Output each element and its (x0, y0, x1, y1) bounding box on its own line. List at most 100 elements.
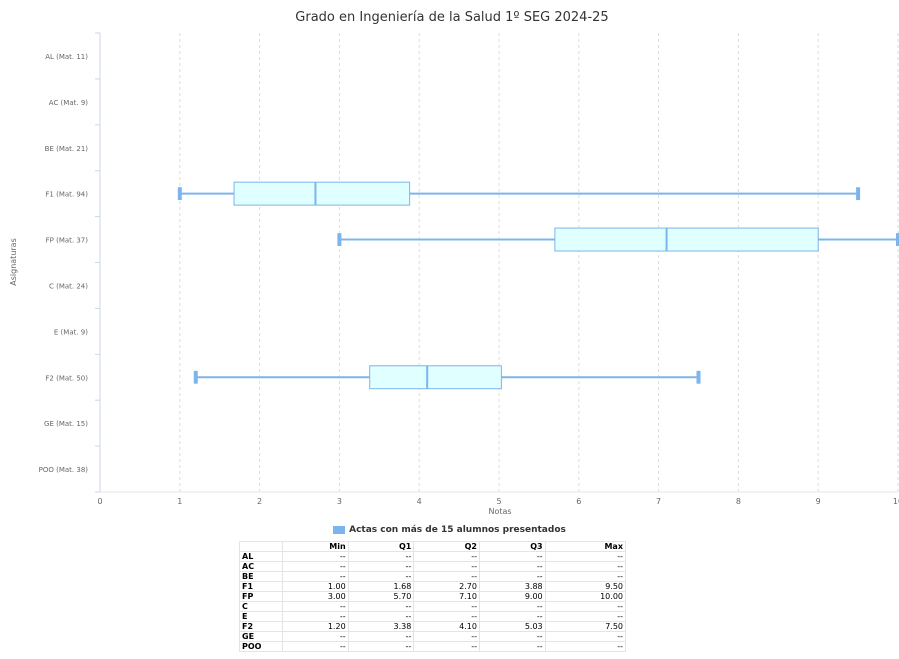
table-cell: -- (347, 551, 415, 562)
row-label: FP (239, 591, 283, 602)
table-cell: -- (544, 601, 627, 612)
table-row: E -- -- -- -- -- (239, 611, 627, 622)
table-cell: -- (347, 561, 415, 572)
table-cell: 10.00 (544, 591, 627, 602)
table-cell: 1.20 (282, 621, 349, 632)
box-iqr (233, 181, 411, 206)
row-label: E (239, 611, 283, 622)
boxplot-chart: Grado en Ingeniería de la Salud 1º SEG 2… (9, 10, 899, 516)
table-cell: -- (347, 611, 415, 622)
stats-header-q1: Q1 (347, 541, 415, 552)
stats-header-row: Min Q1 Q2 Q3 Max (239, 541, 627, 552)
stats-header-empty (239, 541, 283, 552)
y-category-label: BE (Mat. 21) (45, 145, 89, 153)
table-cell: 5.03 (478, 621, 546, 632)
stats-header-q3: Q3 (478, 541, 546, 552)
y-category-label: F2 (Mat. 50) (45, 374, 88, 382)
grid-lines (179, 33, 899, 492)
table-cell: -- (282, 551, 349, 562)
y-category-label: F1 (Mat. 94) (45, 191, 88, 199)
table-cell: -- (478, 601, 546, 612)
row-label: AL (239, 551, 283, 562)
table-cell: -- (544, 631, 627, 642)
y-category-label: C (Mat. 24) (49, 282, 88, 290)
table-cell: -- (413, 611, 480, 622)
y-category-label: AC (Mat. 9) (49, 99, 88, 107)
legend-label: Actas con más de 15 alumnos presentados (349, 525, 566, 535)
x-tick-label: 10 (893, 497, 899, 506)
x-tick-label: 1 (177, 497, 182, 506)
table-cell: 9.50 (544, 581, 627, 592)
table-cell: -- (413, 551, 480, 562)
table-cell: 4.10 (413, 621, 480, 632)
table-cell: 7.50 (544, 621, 627, 632)
boxplot-item[interactable] (177, 181, 861, 206)
y-axis-title: Asignaturas (9, 238, 18, 285)
table-cell: -- (413, 561, 480, 572)
x-tick-label: 2 (257, 497, 262, 506)
x-axis-title: Notas (488, 507, 511, 516)
table-cell: -- (347, 641, 415, 652)
stats-header-q2: Q2 (413, 541, 480, 552)
y-category-label: E (Mat. 9) (54, 328, 88, 336)
stats-table: Min Q1 Q2 Q3 Max AL -- -- -- -- -- AC -- -- -- -- -… (239, 541, 627, 652)
x-tick-label: 9 (816, 497, 821, 506)
table-cell: -- (413, 631, 480, 642)
table-cell: -- (544, 551, 627, 562)
table-row: C -- -- -- -- -- (239, 601, 627, 612)
table-cell: 3.00 (282, 591, 349, 602)
table-cell: -- (282, 571, 349, 582)
table-cell: 3.38 (347, 621, 415, 632)
x-tick-label: 3 (337, 497, 342, 506)
table-cell: -- (413, 571, 480, 582)
y-category-label: POO (Mat. 38) (39, 466, 89, 474)
boxplot-item[interactable] (337, 227, 899, 252)
table-cell: -- (544, 641, 627, 652)
row-label: POO (239, 641, 283, 652)
stats-table-body: AL -- -- -- -- -- AC -- -- -- -- -- BE -- -- -- -- -- F1 1.… (239, 551, 627, 652)
y-category-label: FP (Mat. 37) (46, 237, 89, 245)
table-row: FP 3.00 5.70 7.10 9.00 10.00 (239, 591, 627, 602)
table-cell: -- (282, 631, 349, 642)
x-tick-label: 6 (576, 497, 581, 506)
table-cell: -- (347, 571, 415, 582)
stats-header-max: Max (544, 541, 627, 552)
table-cell: -- (282, 601, 349, 612)
table-row: POO -- -- -- -- -- (239, 641, 627, 652)
box-series (177, 181, 899, 390)
table-cell: 7.10 (413, 591, 480, 602)
table-row: AC -- -- -- -- -- (239, 561, 627, 572)
x-tick-label: 5 (496, 497, 501, 506)
table-row: BE -- -- -- -- -- (239, 571, 627, 582)
box-iqr (369, 365, 502, 390)
table-cell: -- (544, 611, 627, 622)
table-cell: 1.00 (282, 581, 349, 592)
table-row: GE -- -- -- -- -- (239, 631, 627, 642)
table-cell: -- (478, 641, 546, 652)
row-label: BE (239, 571, 283, 582)
table-cell: -- (282, 561, 349, 572)
table-cell: -- (478, 611, 546, 622)
legend-swatch (333, 525, 346, 534)
box-iqr (554, 227, 819, 252)
y-category-label: AL (Mat. 11) (45, 53, 88, 61)
axes: 0 1 2 3 4 5 6 7 8 9 10 AL (Mat. 11) AC (Mat. 9) BE (M… (39, 32, 899, 506)
table-cell: -- (478, 561, 546, 572)
table-row: F1 1.00 1.68 2.70 3.88 9.50 (239, 581, 627, 592)
x-tick-label: 8 (736, 497, 741, 506)
table-cell: 5.70 (347, 591, 415, 602)
table-cell: -- (478, 631, 546, 642)
row-label: F2 (239, 621, 283, 632)
table-cell: -- (478, 551, 546, 562)
row-label: GE (239, 631, 283, 642)
row-label: C (239, 601, 283, 612)
table-cell: 9.00 (478, 591, 546, 602)
table-cell: -- (282, 641, 349, 652)
x-tick-label: 7 (656, 497, 661, 506)
chart-title: Grado en Ingeniería de la Salud 1º SEG 2… (295, 10, 608, 25)
boxplot-item[interactable] (193, 365, 701, 390)
x-tick-label: 0 (97, 497, 102, 506)
table-cell: -- (282, 611, 349, 622)
chart-legend[interactable]: Actas con más de 15 alumnos presentados (0, 525, 899, 535)
table-cell: -- (347, 631, 415, 642)
